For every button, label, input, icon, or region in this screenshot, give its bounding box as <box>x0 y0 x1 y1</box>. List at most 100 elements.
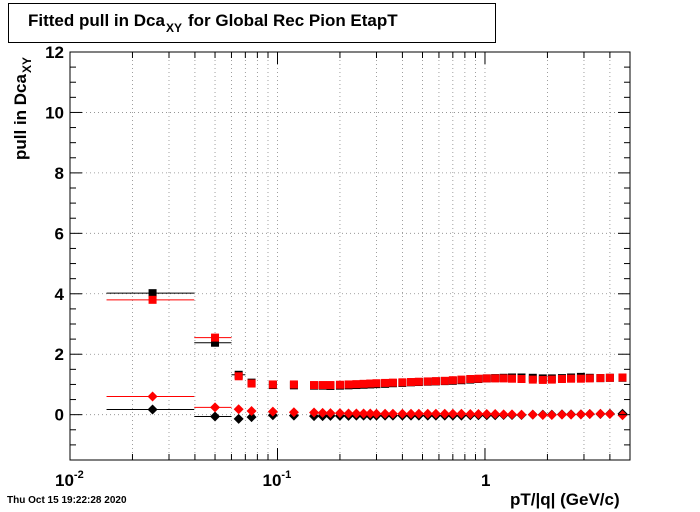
y-tick-label: 10 <box>45 103 64 122</box>
data-point-diamond <box>465 409 476 420</box>
data-point-square <box>431 377 440 386</box>
data-point-diamond <box>288 407 299 418</box>
data-point-diamond <box>358 408 369 419</box>
y-axis-label: pull in DcaXY <box>11 57 34 160</box>
x-tick-label: 10-1 <box>262 469 291 490</box>
title-tail: for Global Rec Pion EtapT <box>187 11 398 30</box>
y-tick-label: 6 <box>55 224 64 243</box>
data-point-diamond <box>371 408 382 419</box>
x-tick-label: 10-2 <box>55 469 84 490</box>
data-markers <box>147 289 628 424</box>
data-point-diamond <box>473 409 484 420</box>
data-point-square <box>448 376 457 385</box>
chart-title: Fitted pull in DcaXY for Global Rec Pion … <box>28 11 398 35</box>
data-point-diamond <box>317 407 328 418</box>
data-point-square <box>268 380 277 389</box>
title-box: Fitted pull in DcaXY for Global Rec Pion … <box>8 3 496 43</box>
data-point-square <box>508 374 517 383</box>
data-point-square <box>557 375 566 384</box>
error-bars <box>106 292 246 417</box>
data-point-diamond <box>498 409 509 420</box>
data-point-diamond <box>430 408 441 419</box>
data-point-diamond <box>537 409 548 420</box>
data-point-diamond <box>516 409 527 420</box>
data-point-square <box>423 377 432 386</box>
data-point-square <box>344 380 353 389</box>
data-point-diamond <box>334 408 345 419</box>
data-point-diamond <box>351 408 362 419</box>
data-point-diamond <box>267 406 278 417</box>
data-point-square <box>457 375 466 384</box>
plot-frame <box>69 51 631 461</box>
data-point-diamond <box>343 408 354 419</box>
data-point-diamond <box>604 409 615 420</box>
data-point-diamond <box>584 409 595 420</box>
data-point-square <box>567 374 576 383</box>
data-point-square <box>372 379 381 388</box>
data-point-square <box>517 375 526 384</box>
data-point-square <box>538 375 547 384</box>
data-point-square <box>388 378 397 387</box>
data-point-square <box>605 373 614 382</box>
data-point-square <box>440 376 449 385</box>
data-point-square <box>335 380 344 389</box>
y-tick-label: 4 <box>55 285 65 304</box>
data-point-diamond <box>147 404 158 415</box>
data-point-square <box>211 333 220 342</box>
data-point-diamond <box>210 402 221 413</box>
data-point-square <box>414 377 423 386</box>
data-point-diamond <box>481 409 492 420</box>
data-point-square <box>528 375 537 384</box>
y-tick-label: 12 <box>45 43 64 62</box>
data-point-square <box>359 379 368 388</box>
data-point-diamond <box>309 407 320 418</box>
data-point-diamond <box>387 408 398 419</box>
data-point-square <box>381 378 390 387</box>
data-point-diamond <box>246 406 257 417</box>
data-point-square <box>491 374 500 383</box>
data-point-square <box>596 374 605 383</box>
data-point-diamond <box>365 408 376 419</box>
title-main: Fitted pull in Dca <box>28 11 165 30</box>
data-point-square <box>234 372 243 381</box>
data-point-square <box>585 374 594 383</box>
data-point-diamond <box>595 408 606 419</box>
timestamp-footer: Thu Oct 15 19:22:28 2020 <box>7 495 127 506</box>
data-point-square <box>466 375 475 384</box>
data-point-square <box>499 374 508 383</box>
data-point-diamond <box>456 408 467 419</box>
title-subscript: XY <box>165 21 182 35</box>
data-point-square <box>247 379 256 388</box>
data-point-diamond <box>413 408 424 419</box>
data-point-diamond <box>575 409 586 420</box>
data-point-diamond <box>233 404 244 415</box>
data-point-diamond <box>617 410 628 421</box>
data-point-diamond <box>246 412 257 423</box>
data-point-diamond <box>439 408 450 419</box>
x-tick-label: 1 <box>481 471 490 490</box>
data-point-diamond <box>405 408 416 419</box>
data-point-square <box>406 378 415 387</box>
data-point-diamond <box>380 408 391 419</box>
data-point-square <box>318 381 327 390</box>
data-point-square <box>547 375 556 384</box>
y-tick-label: 2 <box>55 345 64 364</box>
data-point-diamond <box>556 409 567 420</box>
data-point-square <box>474 374 483 383</box>
data-point-square <box>482 374 491 383</box>
data-point-square <box>352 380 361 389</box>
data-point-square <box>576 374 585 383</box>
y-tick-label: 8 <box>55 164 64 183</box>
data-point-diamond <box>422 408 433 419</box>
data-point-square <box>366 379 375 388</box>
x-axis-label: pT/|q| (GeV/c) <box>510 490 620 509</box>
data-point-diamond <box>397 408 408 419</box>
data-point-diamond <box>210 411 221 422</box>
y-tick-label: 0 <box>55 406 64 425</box>
data-point-diamond <box>490 409 501 420</box>
axis-ticks <box>69 51 631 461</box>
data-point-diamond <box>325 408 336 419</box>
data-point-diamond <box>546 409 557 420</box>
